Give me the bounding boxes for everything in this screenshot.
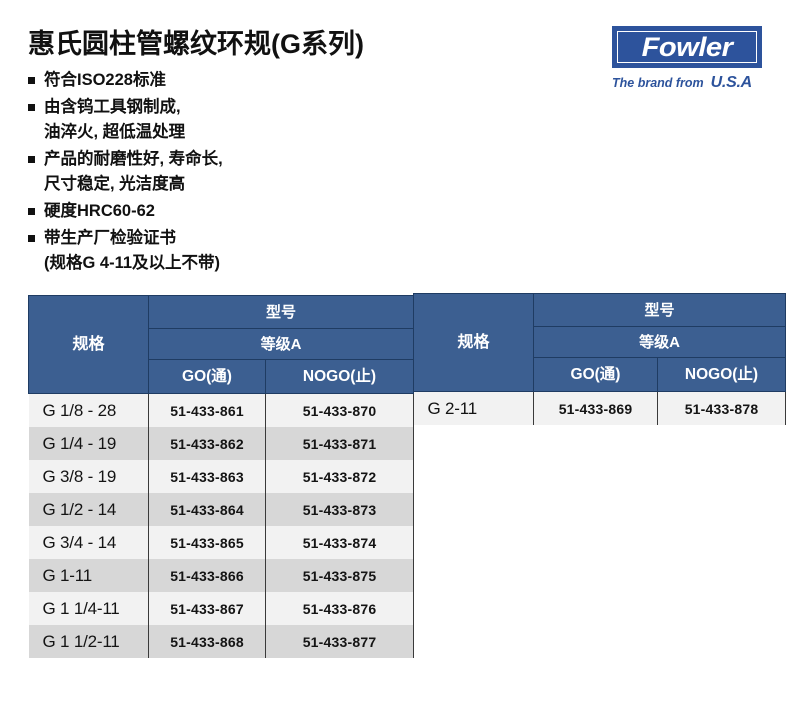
header-row-model: 规格 型号	[413, 293, 787, 392]
page-title: 惠氏圆柱管螺纹环规(G系列)	[28, 29, 364, 59]
part-number-table-primary: 规格 型号 等级A GO(通) NOGO(止) G 1/8 - 28 51-433…	[28, 295, 415, 658]
cell-go-part-number: 51-433-865	[148, 526, 266, 559]
fowler-logo-inner-border: Fowler	[617, 31, 757, 63]
feature-text: 由含钨工具钢制成, 油淬火, 超低温处理	[44, 95, 185, 145]
cell-go-part-number: 51-433-864	[148, 493, 266, 526]
cell-nogo-part-number: 51-433-878	[656, 391, 787, 425]
header-row-grade: 等级A	[29, 328, 415, 360]
column-header-spec: 规格	[413, 293, 534, 392]
cell-nogo-part-number: 51-433-875	[264, 559, 415, 592]
feature-text: 符合ISO228标准	[44, 68, 166, 93]
column-header-grade: 等级A	[532, 326, 787, 358]
cell-nogo-part-number: 51-433-874	[264, 526, 415, 559]
feature-line: 由含钨工具钢制成,	[44, 98, 181, 116]
list-item: 由含钨工具钢制成, 油淬火, 超低温处理	[28, 95, 458, 145]
fowler-logo-box: Fowler	[612, 26, 762, 68]
feature-text: 产品的耐磨性好, 寿命长, 尺寸稳定, 光洁度高	[44, 147, 223, 197]
feature-line: 油淬火, 超低温处理	[44, 123, 186, 141]
cell-nogo-part-number: 51-433-876	[264, 592, 415, 625]
cell-spec: G 1/2 - 14	[28, 493, 149, 526]
table-body: G 2-11 51-433-869 51-433-878	[413, 391, 787, 425]
header-row-gonogo: GO(通) NOGO(止)	[414, 357, 787, 392]
list-item: 带生产厂检验证书 (规格G 4-11及以上不带)	[28, 226, 458, 276]
square-bullet-icon	[28, 104, 35, 111]
table-row: G 1/8 - 28 51-433-861 51-433-870	[28, 393, 415, 427]
cell-go-part-number: 51-433-862	[148, 427, 266, 460]
cell-spec: G 1/4 - 19	[28, 427, 149, 460]
list-item: 硬度HRC60-62	[28, 199, 458, 224]
feature-line: (规格G 4-11及以上不带)	[44, 254, 221, 272]
table-row: G 3/8 - 19 51-433-863 51-433-872	[28, 460, 415, 493]
column-header-nogo: NOGO(止)	[656, 357, 787, 392]
cell-spec: G 1 1/2-11	[28, 625, 149, 658]
table-row: G 1-11 51-433-866 51-433-875	[28, 559, 415, 592]
list-item: 产品的耐磨性好, 寿命长, 尺寸稳定, 光洁度高	[28, 147, 458, 197]
feature-line: 符合ISO228标准	[44, 71, 166, 89]
table-row: G 1/4 - 19 51-433-862 51-433-871	[28, 427, 415, 460]
header-row-model: 规格 型号	[28, 295, 415, 394]
square-bullet-icon	[28, 208, 35, 215]
cell-spec: G 1/8 - 28	[28, 393, 149, 427]
cell-spec: G 3/4 - 14	[28, 526, 149, 559]
cell-nogo-part-number: 51-433-872	[264, 460, 415, 493]
cell-nogo-part-number: 51-433-873	[264, 493, 415, 526]
column-header-model: 型号	[147, 295, 415, 329]
feature-line: 尺寸稳定, 光洁度高	[44, 175, 186, 193]
feature-line: 硬度HRC60-62	[44, 202, 155, 220]
column-header-nogo: NOGO(止)	[264, 359, 415, 394]
cell-nogo-part-number: 51-433-877	[264, 625, 415, 658]
cell-go-part-number: 51-433-867	[148, 592, 266, 625]
square-bullet-icon	[28, 156, 35, 163]
cell-go-part-number: 51-433-866	[148, 559, 266, 592]
square-bullet-icon	[28, 77, 35, 84]
column-header-spec: 规格	[28, 295, 149, 394]
cell-go-part-number: 51-433-868	[148, 625, 266, 658]
table-row: G 1/2 - 14 51-433-864 51-433-873	[28, 493, 415, 526]
brand-tagline: The brand from U.S.A	[612, 74, 770, 92]
table-row: G 2-11 51-433-869 51-433-878	[413, 391, 787, 425]
cell-go-part-number: 51-433-861	[148, 393, 266, 427]
feature-line: 产品的耐磨性好, 寿命长,	[44, 150, 223, 168]
page-header: 惠氏圆柱管螺纹环规(G系列) Fowler The brand from U.S…	[0, 0, 800, 110]
fowler-wordmark: Fowler	[641, 31, 733, 62]
column-header-grade: 等级A	[147, 328, 415, 360]
table-body: G 1/8 - 28 51-433-861 51-433-870 G 1/4 - 19…	[28, 393, 415, 658]
table-row: G 3/4 - 14 51-433-865 51-433-874	[28, 526, 415, 559]
table-head: 规格 型号 等级A GO(通) NOGO(止)	[413, 293, 787, 392]
cell-spec: G 1-11	[28, 559, 149, 592]
cell-spec: G 3/8 - 19	[28, 460, 149, 493]
cell-nogo-part-number: 51-433-871	[264, 427, 415, 460]
cell-spec: G 2-11	[413, 391, 534, 425]
column-header-go: GO(通)	[148, 359, 266, 394]
cell-go-part-number: 51-433-869	[533, 391, 658, 425]
header-row-gonogo: GO(通) NOGO(止)	[29, 359, 415, 394]
table-head: 规格 型号 等级A GO(通) NOGO(止)	[28, 295, 415, 394]
feature-text: 硬度HRC60-62	[44, 199, 155, 224]
cell-spec: G 1 1/4-11	[28, 592, 149, 625]
column-header-model: 型号	[532, 293, 787, 327]
cell-go-part-number: 51-433-863	[148, 460, 266, 493]
list-item: 符合ISO228标准	[28, 68, 458, 93]
brand-tagline-country: U.S.A	[710, 74, 752, 91]
brand-logo: Fowler The brand from U.S.A	[612, 26, 772, 92]
cell-nogo-part-number: 51-433-870	[264, 393, 415, 427]
part-number-table-secondary: 规格 型号 等级A GO(通) NOGO(止) G 2-11 51-433-869…	[413, 293, 787, 425]
feature-line: 带生产厂检验证书	[44, 229, 176, 247]
feature-list: 符合ISO228标准 由含钨工具钢制成, 油淬火, 超低温处理 产品的耐磨性好,…	[28, 68, 458, 278]
brand-tagline-prefix: The brand from	[612, 76, 704, 90]
square-bullet-icon	[28, 235, 35, 242]
feature-text: 带生产厂检验证书 (规格G 4-11及以上不带)	[44, 226, 220, 276]
header-row-grade: 等级A	[414, 326, 787, 358]
table-row: G 1 1/2-11 51-433-868 51-433-877	[28, 625, 415, 658]
table-row: G 1 1/4-11 51-433-867 51-433-876	[28, 592, 415, 625]
column-header-go: GO(通)	[533, 357, 658, 392]
